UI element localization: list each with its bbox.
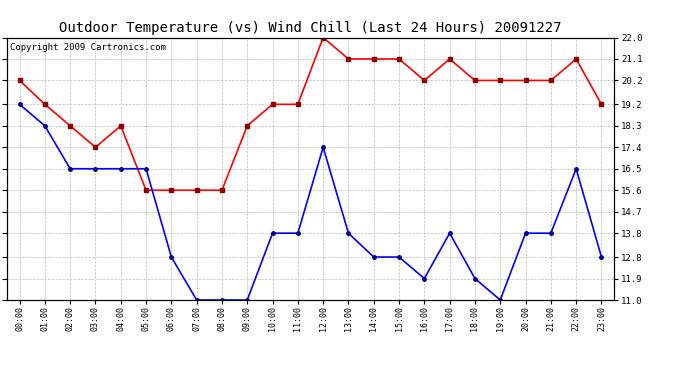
Title: Outdoor Temperature (vs) Wind Chill (Last 24 Hours) 20091227: Outdoor Temperature (vs) Wind Chill (Las… bbox=[59, 21, 562, 35]
Text: Copyright 2009 Cartronics.com: Copyright 2009 Cartronics.com bbox=[10, 43, 166, 52]
